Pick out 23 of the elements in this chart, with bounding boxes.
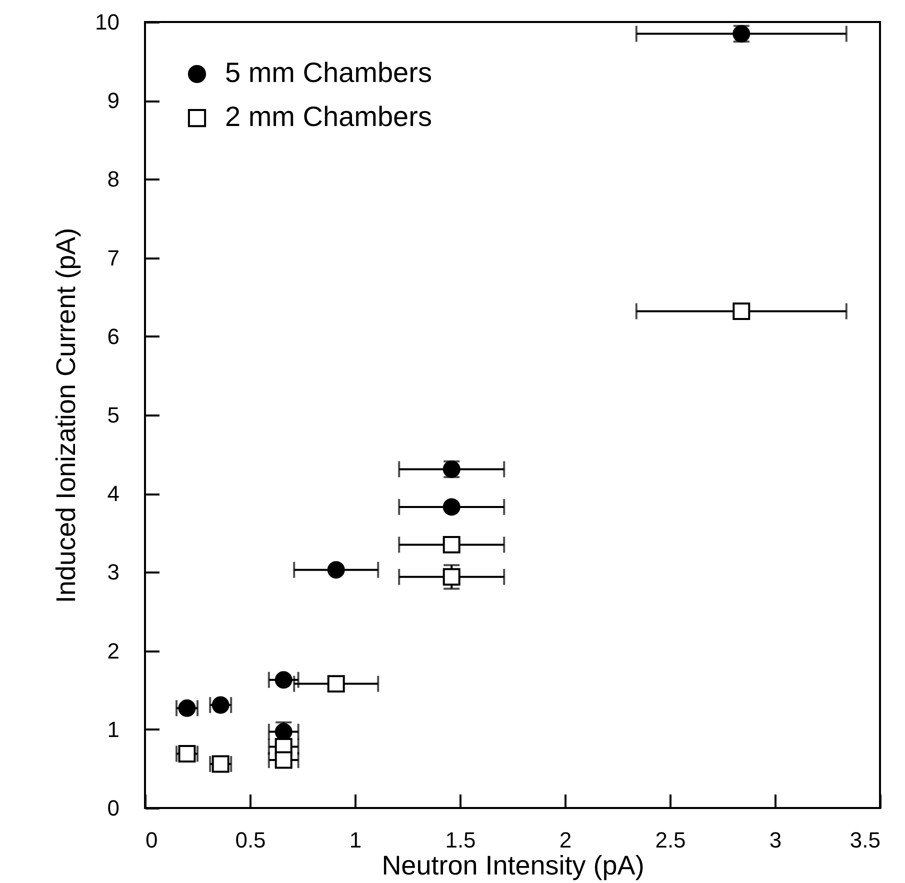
y-tick-label: 5 — [107, 402, 120, 428]
y-axis-title: Induced Ionization Current (pA) — [51, 228, 82, 604]
y-tick-label: 2 — [107, 638, 120, 664]
x-tick-label: 0.5 — [235, 828, 266, 852]
y-tick-label: 6 — [107, 324, 120, 349]
x-tick-label: 2.5 — [655, 828, 686, 852]
y-tick-label: 0 — [107, 796, 120, 820]
x-tick-label: 0 — [146, 828, 158, 852]
x-tick-label: 1.5 — [445, 828, 476, 852]
y-tick-label: 3 — [107, 560, 120, 585]
y-tick-label: 1 — [107, 716, 120, 742]
x-tick-label: 3 — [769, 828, 782, 852]
x-tick-label: 1 — [349, 828, 362, 852]
y-tick-label: 8 — [107, 166, 120, 192]
x-tick-label: 2 — [559, 828, 572, 852]
x-tick-label: 3.5 — [850, 828, 880, 852]
y-tick-label: 9 — [107, 88, 120, 114]
legend-label: 2 mm Chambers — [225, 101, 432, 132]
y-tick-label: 7 — [107, 245, 120, 270]
x-axis-title: Neutron Intensity (pA) — [382, 850, 644, 880]
y-tick-label: 4 — [107, 481, 120, 506]
legend-label: 5 mm Chambers — [225, 57, 432, 88]
y-tick-label: 10 — [95, 10, 120, 34]
